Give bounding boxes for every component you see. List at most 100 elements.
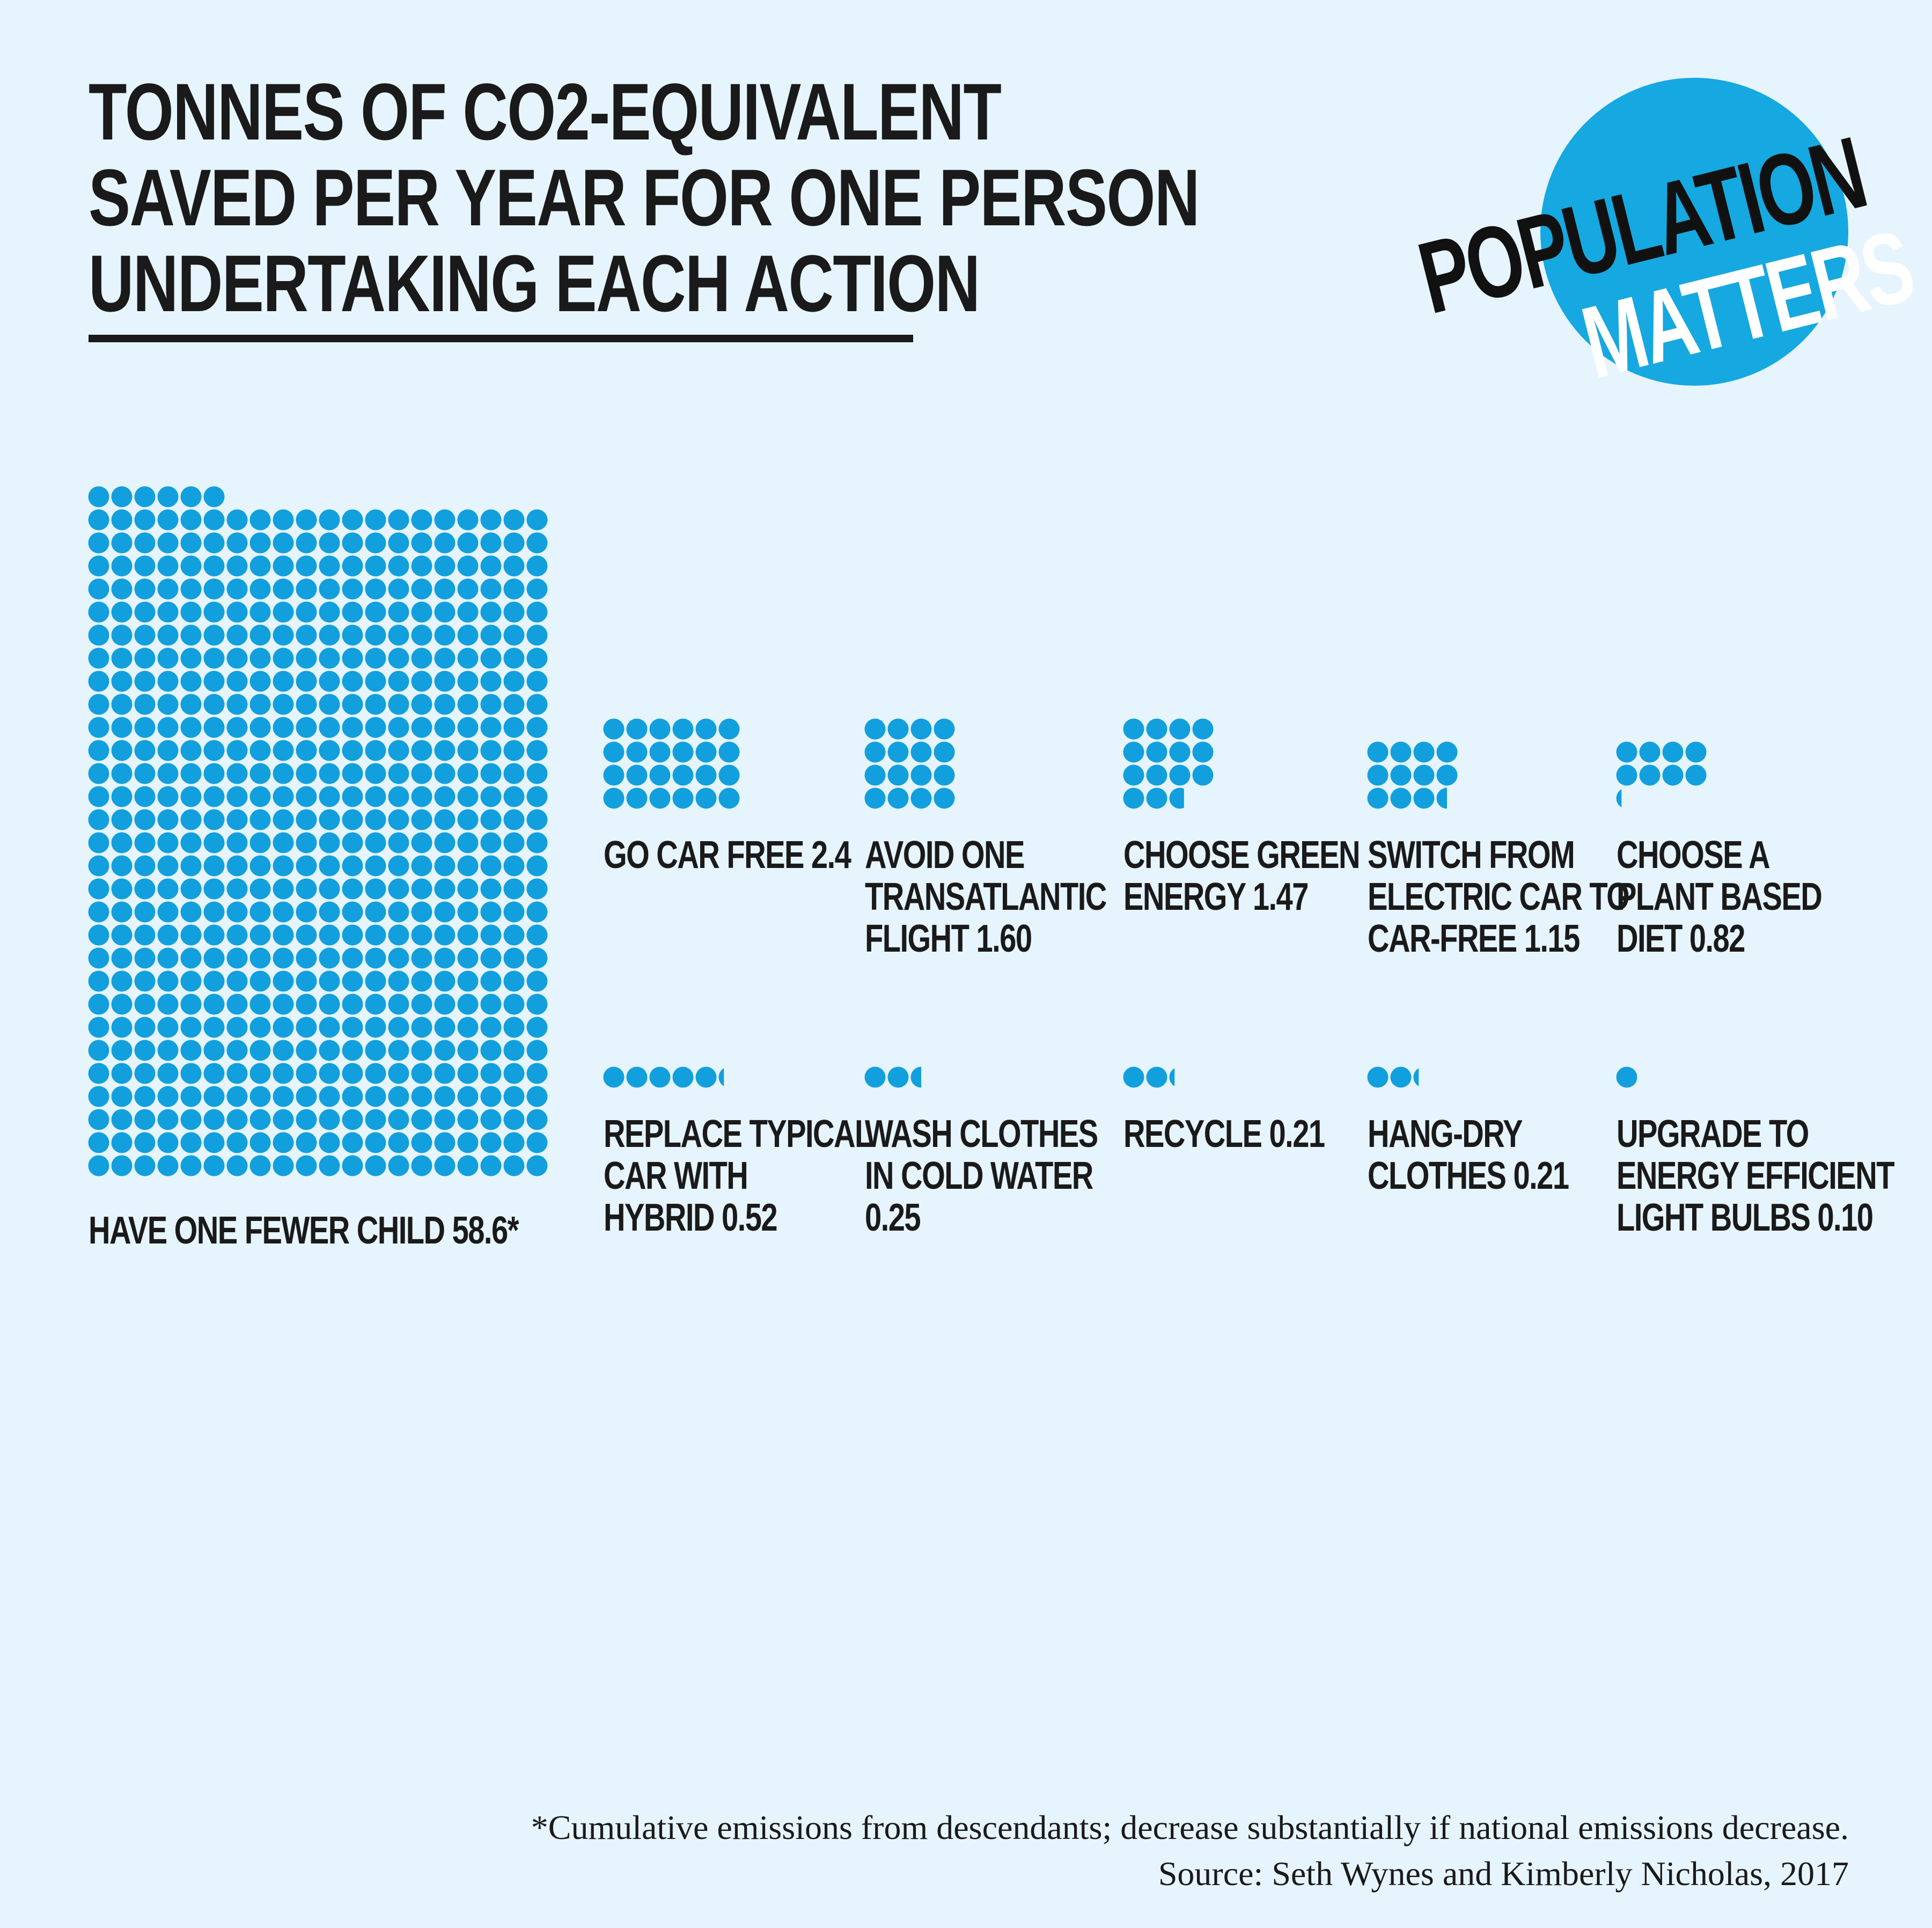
co2-dot [388,924,409,946]
co2-dot-partial [1616,789,1622,807]
co2-dot [934,718,955,740]
co2-dot [111,970,133,992]
co2-dot [365,1155,386,1176]
co2-dot [319,855,340,877]
co2-dot [249,694,271,715]
action-label: REPLACE TYPICAL CAR WITH HYBRID 0.52 [603,1113,873,1239]
co2-dot [1146,741,1167,763]
co2-dot [111,486,133,507]
co2-dot [457,555,479,577]
co2-dot [934,788,955,809]
co2-dot [342,1017,363,1038]
co2-dot [457,1086,479,1107]
co2-dot [342,601,363,623]
co2-dot [388,1040,409,1061]
co2-dot [273,924,294,946]
co2-dot [388,578,409,600]
co2-dot [226,1063,248,1084]
co2-dot [480,624,502,646]
co2-dot [203,647,225,669]
co2-dot [296,832,317,853]
co2-dot [319,994,340,1015]
co2-dot [503,878,525,900]
co2-dot [695,764,717,786]
co2-dot [626,1066,648,1088]
co2-dot [503,970,525,992]
co2-dot [88,486,109,507]
co2-dot [457,1040,479,1061]
co2-dot [134,1155,156,1176]
co2-dot [411,901,432,923]
co2-dot [910,718,932,740]
co2-dot [157,970,179,992]
action-label-line: AVOID ONE [864,834,1025,877]
dot-group [1123,1066,1175,1088]
co2-dot [273,1132,294,1153]
co2-dot [111,578,133,600]
co2-dot [480,532,502,554]
co2-dot [503,624,525,646]
co2-dot [887,764,909,786]
co2-dot [649,741,671,763]
co2-dot [134,1040,156,1061]
co2-dot [1390,764,1412,786]
co2-dot [157,1155,179,1176]
co2-dot [342,578,363,600]
co2-dot [526,578,548,600]
co2-dot [203,947,225,969]
co2-dot [626,788,648,809]
co2-dot [111,901,133,923]
co2-dot [157,1086,179,1107]
co2-dot [296,970,317,992]
co2-dot [226,994,248,1015]
co2-dot [526,763,548,784]
co2-dot [503,1017,525,1038]
co2-dot [249,1086,271,1107]
co2-dot [273,970,294,992]
co2-dot [273,740,294,761]
action-label-line: PLANT BASED [1616,875,1823,918]
co2-dot [457,1155,479,1176]
co2-dot [388,671,409,692]
co2-dot [296,624,317,646]
co2-dot [388,647,409,669]
co2-dot [342,1132,363,1153]
action-label-line: CAR WITH [603,1154,748,1197]
co2-dot [411,1063,432,1084]
co2-dot [111,786,133,807]
co2-dot [226,786,248,807]
co2-dot [411,601,432,623]
co2-dot [203,924,225,946]
co2-dot [342,809,363,830]
co2-dot [180,1086,202,1107]
co2-dot [226,1086,248,1107]
co2-dot [503,717,525,738]
co2-dot [626,718,648,740]
co2-dot [88,878,109,900]
co2-dot [134,855,156,877]
action-label-line: WASH CLOTHES [864,1113,1098,1156]
co2-dot [388,970,409,992]
co2-dot [434,578,456,600]
co2-dot [134,717,156,738]
co2-dot [411,671,432,692]
co2-dot [249,809,271,830]
co2-dot [226,809,248,830]
co2-dot [273,1017,294,1038]
co2-dot [157,947,179,969]
co2-dot [695,788,717,809]
co2-dot [111,1155,133,1176]
co2-dot [365,1132,386,1153]
co2-dot [111,1040,133,1061]
co2-dot [388,532,409,554]
co2-dot [1390,741,1412,763]
co2-dot [411,717,432,738]
co2-dot [180,1063,202,1084]
co2-dot [457,832,479,853]
co2-dot [503,994,525,1015]
co2-dot [203,832,225,853]
action-label: GO CAR FREE 2.4 [604,834,851,876]
co2-dot [319,1109,340,1130]
co2-dot [526,878,548,900]
action-label-line: CHOOSE A [1616,834,1771,877]
